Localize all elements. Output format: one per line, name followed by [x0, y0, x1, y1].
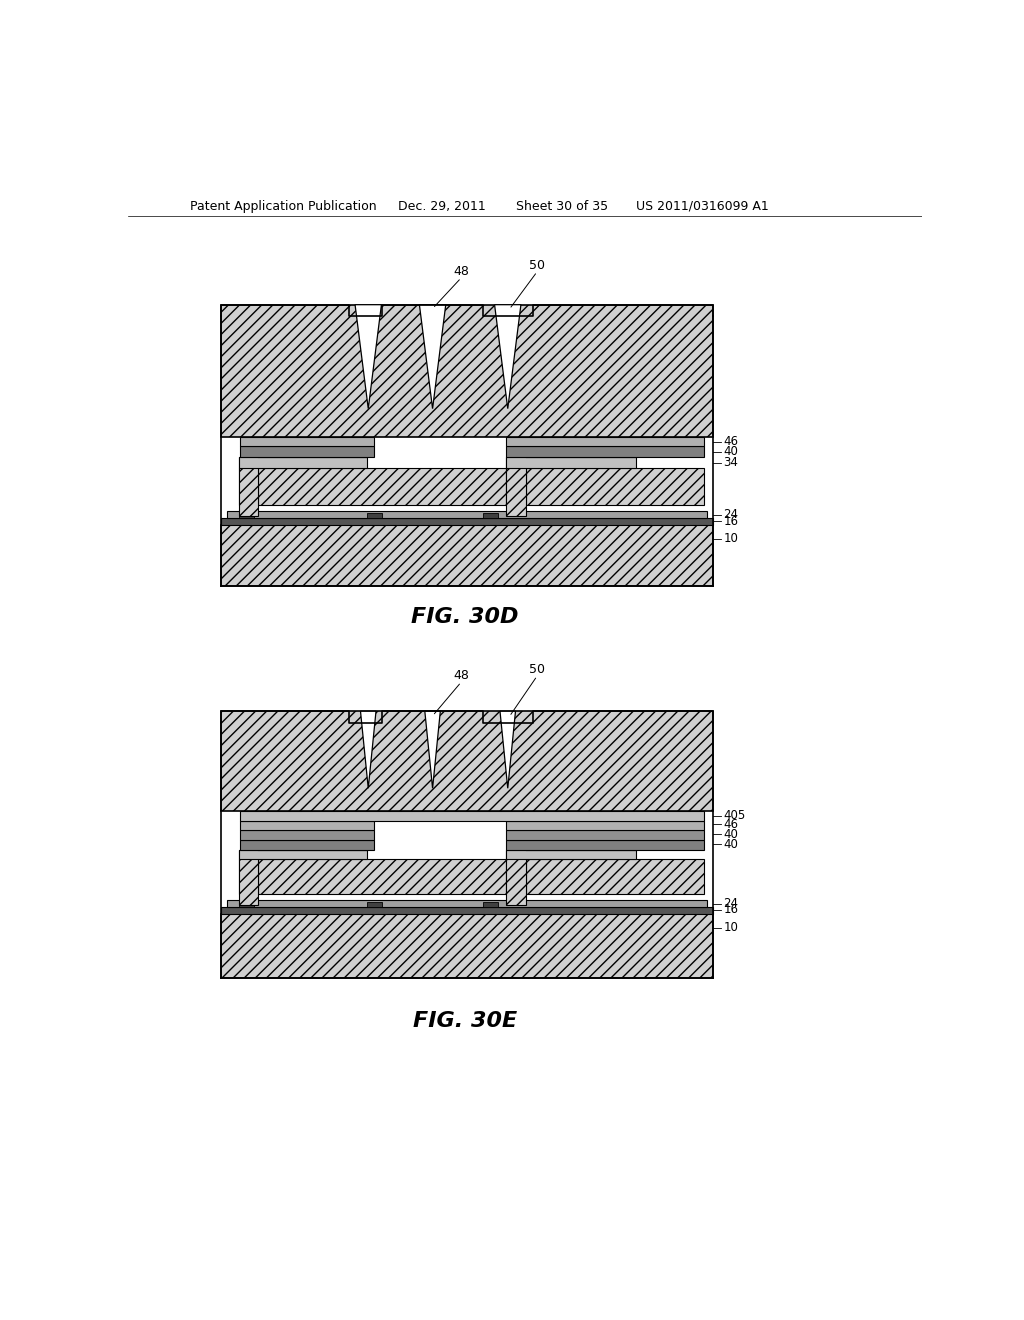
Text: 16: 16 — [723, 515, 738, 528]
Bar — [506, 850, 636, 859]
Bar — [241, 830, 375, 840]
Bar — [241, 859, 703, 894]
Bar — [227, 511, 707, 517]
Polygon shape — [420, 305, 445, 409]
Bar — [506, 446, 703, 457]
Polygon shape — [500, 711, 515, 788]
Bar — [367, 513, 382, 517]
Bar — [506, 469, 525, 506]
Polygon shape — [360, 711, 376, 788]
Text: 24: 24 — [723, 898, 738, 911]
Bar — [506, 457, 525, 516]
Text: Patent Application Publication: Patent Application Publication — [190, 199, 377, 213]
Bar — [221, 305, 713, 437]
Bar — [221, 525, 713, 586]
Bar — [239, 469, 258, 506]
Text: FIG. 30E: FIG. 30E — [413, 1011, 517, 1031]
Text: 24: 24 — [723, 508, 738, 521]
Text: Sheet 30 of 35: Sheet 30 of 35 — [515, 199, 607, 213]
Bar — [241, 812, 703, 821]
Text: 50: 50 — [529, 663, 545, 676]
Bar — [506, 859, 525, 894]
Text: 46: 46 — [723, 818, 738, 832]
Bar — [239, 513, 254, 517]
Bar — [506, 437, 703, 446]
Text: 10: 10 — [723, 532, 738, 545]
Text: 48: 48 — [454, 669, 469, 682]
Bar — [506, 840, 703, 850]
Bar — [239, 850, 258, 906]
Bar — [483, 513, 499, 517]
Bar — [221, 907, 713, 913]
Text: US 2011/0316099 A1: US 2011/0316099 A1 — [636, 199, 768, 213]
Text: 10: 10 — [723, 921, 738, 935]
Bar — [221, 517, 713, 525]
Text: 40: 40 — [723, 445, 738, 458]
Bar — [506, 830, 703, 840]
Text: 40: 40 — [723, 828, 738, 841]
Bar — [239, 903, 254, 907]
Bar — [506, 457, 636, 469]
Bar — [239, 457, 367, 469]
Bar — [239, 850, 367, 859]
Text: 34: 34 — [723, 455, 738, 469]
Bar — [221, 711, 713, 812]
Text: 50: 50 — [529, 259, 545, 272]
Text: Dec. 29, 2011: Dec. 29, 2011 — [397, 199, 485, 213]
Bar — [241, 437, 375, 446]
Text: 46: 46 — [723, 436, 738, 449]
Bar — [241, 821, 375, 830]
Polygon shape — [425, 711, 440, 788]
Bar — [239, 859, 258, 894]
Bar — [241, 446, 375, 457]
Bar — [221, 913, 713, 978]
Text: 40: 40 — [723, 838, 738, 851]
Bar — [239, 457, 258, 516]
Polygon shape — [495, 305, 521, 409]
Bar — [506, 850, 525, 906]
Text: FIG. 30D: FIG. 30D — [412, 607, 519, 627]
Bar — [241, 840, 375, 850]
Text: 16: 16 — [723, 903, 738, 916]
Bar — [367, 903, 382, 907]
Bar — [241, 469, 703, 506]
Text: 48: 48 — [454, 265, 469, 279]
Bar — [227, 900, 707, 907]
Text: 405: 405 — [723, 809, 745, 822]
Bar — [506, 821, 703, 830]
Polygon shape — [355, 305, 381, 409]
Bar — [483, 903, 499, 907]
